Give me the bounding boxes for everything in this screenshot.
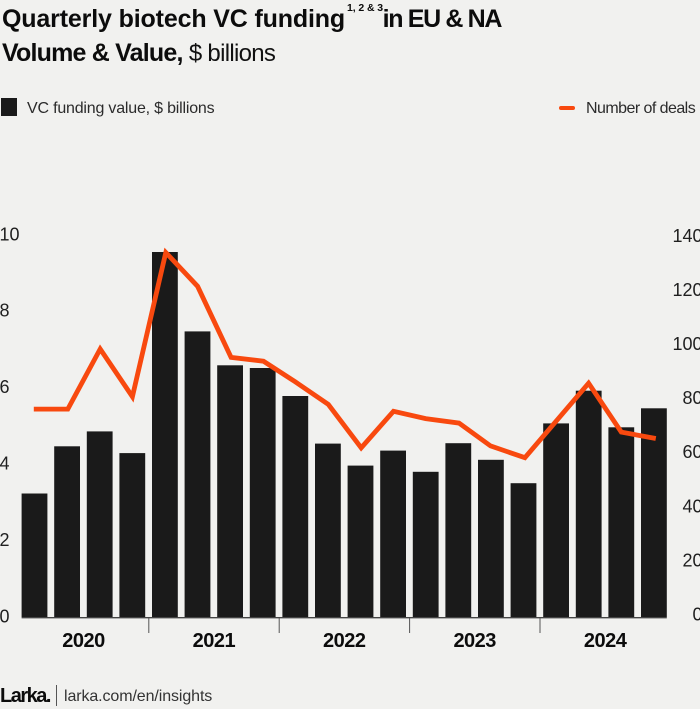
- svg-text:8: 8: [0, 301, 10, 321]
- svg-text:20: 20: [682, 550, 700, 570]
- svg-text:2021: 2021: [193, 630, 236, 652]
- svg-text:140: 140: [672, 226, 700, 246]
- svg-text:40: 40: [682, 496, 700, 516]
- svg-text:2024: 2024: [584, 630, 628, 652]
- svg-text:2: 2: [0, 530, 10, 550]
- svg-text:0: 0: [0, 607, 10, 627]
- svg-text:100: 100: [672, 334, 700, 354]
- svg-text:4: 4: [0, 454, 10, 474]
- svg-text:2023: 2023: [453, 630, 496, 652]
- svg-text:2022: 2022: [323, 630, 366, 652]
- svg-text:60: 60: [682, 442, 700, 462]
- svg-text:2020: 2020: [62, 630, 105, 652]
- svg-text:120: 120: [672, 280, 700, 300]
- svg-text:0: 0: [692, 604, 700, 624]
- svg-text:80: 80: [682, 388, 700, 408]
- svg-text:10: 10: [0, 224, 20, 244]
- svg-text:6: 6: [0, 377, 10, 397]
